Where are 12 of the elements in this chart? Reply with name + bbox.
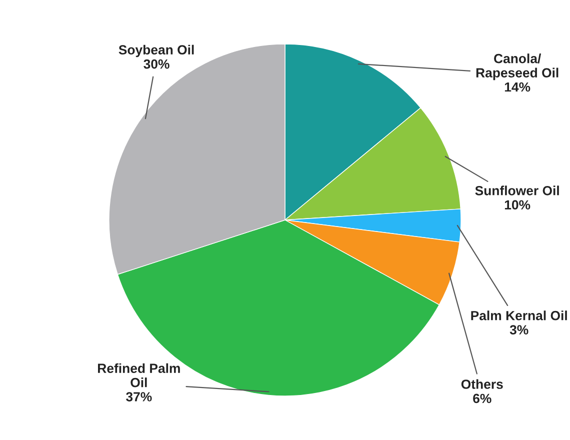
slice-label: Others (461, 379, 503, 389)
data-label: 37% (126, 392, 152, 402)
data-label: 14% (504, 82, 530, 92)
slice-label: Sunflower Oil (475, 186, 559, 196)
slice-label: Soybean Oil (118, 44, 194, 58)
data-label: 6% (473, 394, 492, 404)
data-label: 3% (510, 325, 528, 335)
slice-label: Refined Palm Oil (98, 363, 180, 388)
data-label: 30% (144, 59, 170, 69)
slice-label: Palm Kernal Oil (471, 310, 567, 320)
slice-label: Canola/ Rapeseed Oil (476, 54, 558, 80)
data-label: 10% (504, 200, 530, 210)
